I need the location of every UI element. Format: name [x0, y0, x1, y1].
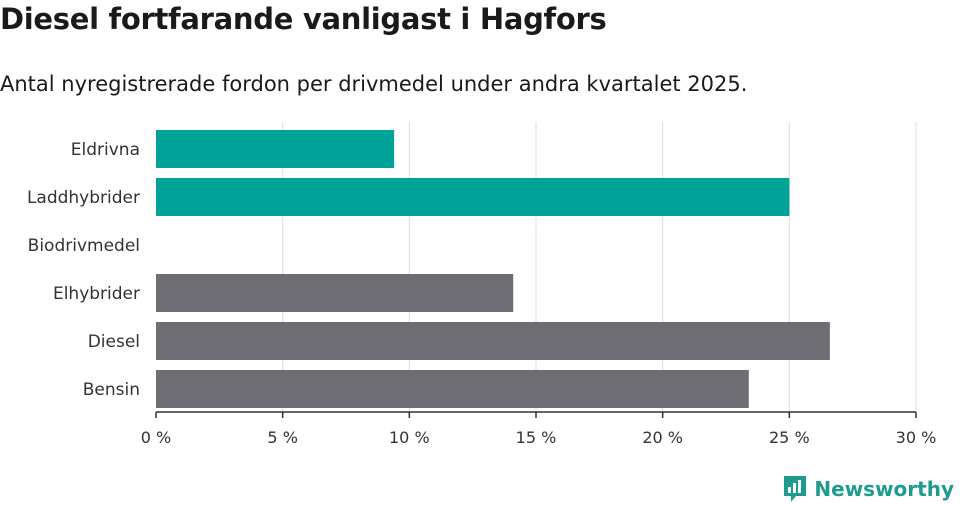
x-tick-label: 10 % [389, 428, 430, 447]
brand-name: Newsworthy [814, 477, 954, 501]
x-tick-label: 30 % [896, 428, 937, 447]
category-label: Elhybrider [53, 284, 140, 304]
x-tick-label: 0 % [141, 428, 171, 447]
category-label: Laddhybrider [27, 188, 140, 208]
bar [156, 178, 790, 216]
bar [156, 370, 749, 408]
category-label: Biodrivmedel [28, 236, 140, 256]
bar [156, 130, 395, 168]
bar [156, 322, 830, 360]
x-tick-label: 20 % [642, 428, 683, 447]
category-label: Eldrivna [71, 140, 140, 160]
category-label: Bensin [83, 380, 140, 400]
chart-title: Diesel fortfarande vanligast i Hagfors [0, 2, 607, 36]
bar [156, 274, 514, 312]
x-tick-label: 25 % [769, 428, 810, 447]
newsworthy-logo-icon [784, 476, 807, 502]
category-label: Diesel [88, 332, 140, 352]
bar-chart: Eldrivna Laddhybrider Biodrivmedel Elhybrid… [27, 122, 937, 447]
brand-logo: Newsworthy [782, 474, 954, 504]
x-tick-label: 5 % [267, 428, 297, 447]
chart-subtitle: Antal nyregistrerade fordon per drivmede… [0, 72, 748, 96]
x-tick-label: 15 % [516, 428, 557, 447]
